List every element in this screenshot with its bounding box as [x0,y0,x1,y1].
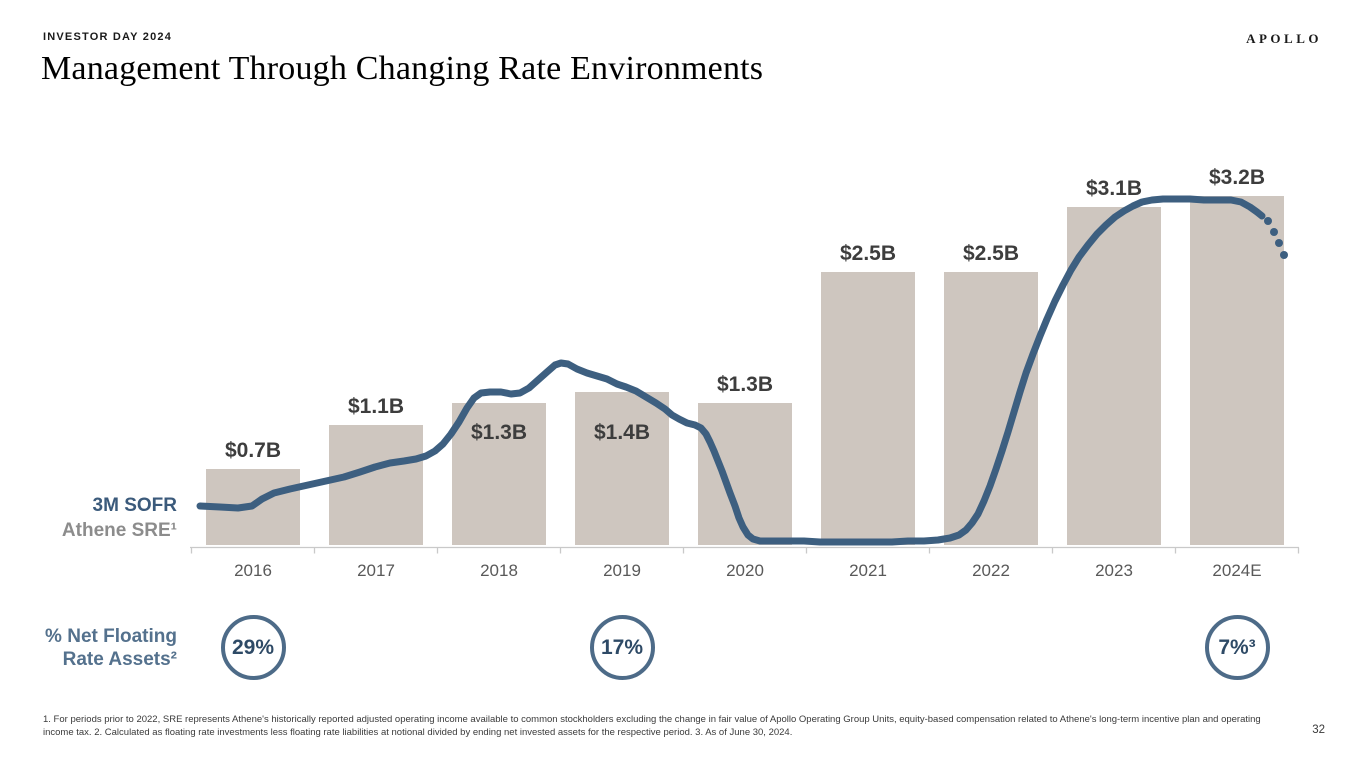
footnote-text: 1. For periods prior to 2022, SRE repres… [43,714,1261,738]
bar-2019 [575,392,669,545]
sofr-line-dot [1275,239,1283,247]
bar-2020 [698,403,792,545]
sofr-line [196,195,1266,546]
bar-2024E [1190,196,1284,545]
net-floating-rate-assets-line1: % Net Floating [45,626,177,647]
sofr-line-dot [1270,228,1278,236]
bar-series-label: Athene SRE¹ [61,520,177,541]
net-floating-rate-assets-line2: Rate Assets² [62,649,177,670]
sofr-line-dot [1264,217,1272,225]
page-title: Management Through Changing Rate Environ… [41,50,764,87]
bar-2023 [1067,207,1161,545]
net-floating-rate-assets-label: % Net Floating Rate Assets² [0,625,177,671]
bar-2017 [329,425,423,545]
bar-2022 [944,272,1038,545]
bar-2021 [821,272,915,545]
eyebrow-label: INVESTOR DAY 2024 [43,31,173,43]
bar-2018 [452,403,546,545]
page-number: 32 [1312,724,1325,736]
apollo-logo: APOLLO [1246,31,1322,46]
line-series-label: 3M SOFR [92,495,177,516]
sofr-line-dot [1280,251,1288,259]
